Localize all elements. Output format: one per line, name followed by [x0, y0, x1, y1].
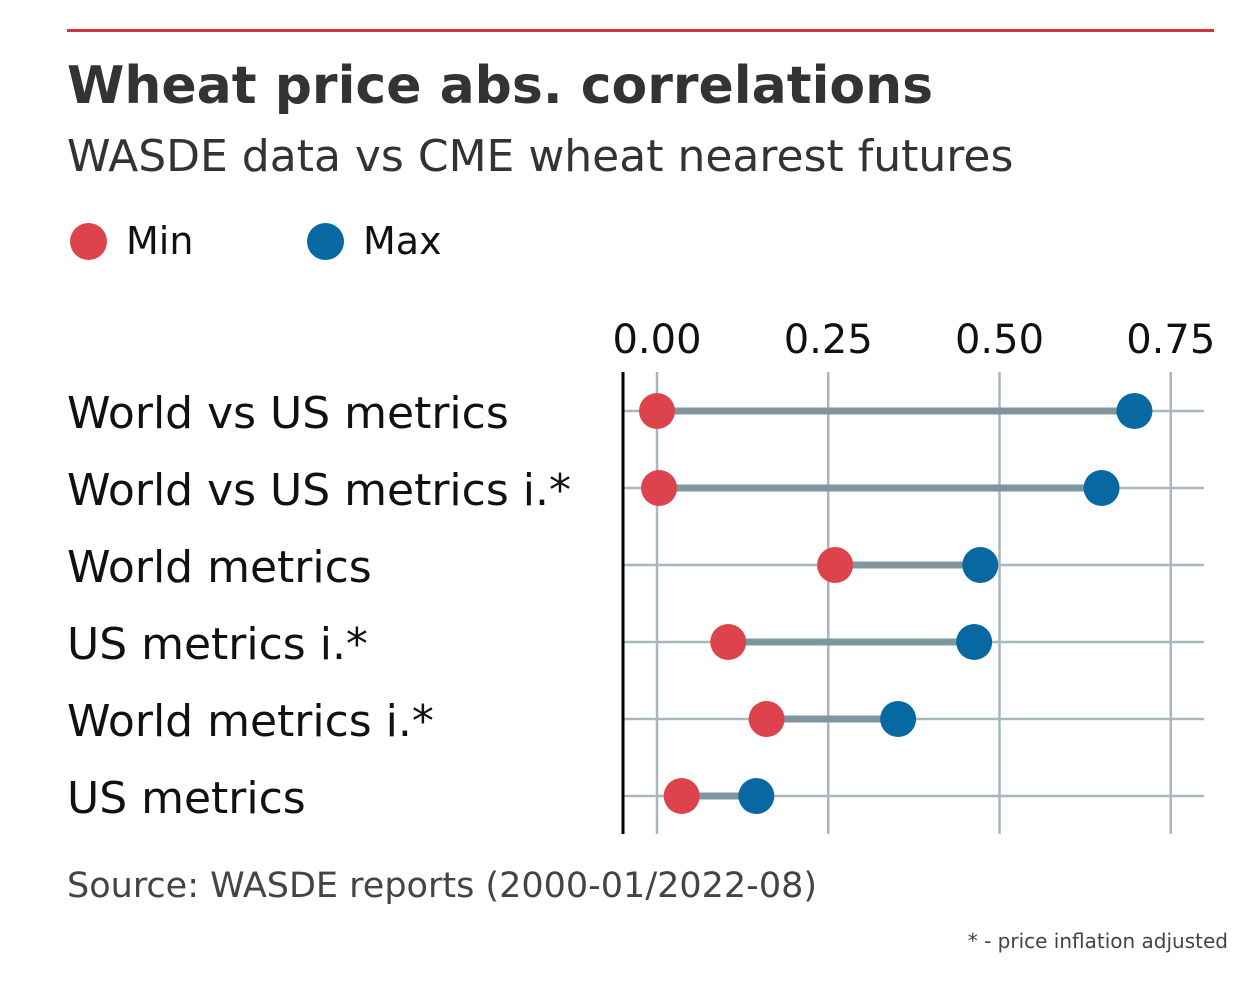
legend-item-max: Max — [307, 218, 442, 264]
category-label: World vs US metrics — [67, 388, 509, 439]
footnote: * - price inflation adjusted — [967, 929, 1228, 953]
min-point — [639, 393, 675, 429]
x-tick-label: 0.00 — [612, 317, 701, 363]
category-label: US metrics — [67, 773, 306, 824]
category-label: US metrics i.* — [67, 619, 368, 670]
min-point — [710, 624, 747, 660]
max-point — [956, 624, 993, 660]
x-tick-label: 0.75 — [1126, 317, 1215, 363]
legend-min-label: Min — [126, 219, 194, 263]
legend-max-label: Max — [363, 219, 442, 263]
top-accent-rule — [67, 29, 1214, 32]
legend-item-min: Min — [70, 218, 193, 264]
min-point — [663, 778, 700, 814]
legend-max-marker — [307, 222, 344, 260]
min-point — [748, 701, 785, 737]
source-note: Source: WASDE reports (2000-01/2022-08) — [67, 866, 818, 906]
max-point — [1083, 470, 1120, 506]
x-tick-label: 0.25 — [784, 317, 873, 363]
max-point — [1116, 393, 1153, 429]
min-point — [817, 547, 854, 583]
max-point — [962, 547, 999, 583]
chart-subtitle: WASDE data vs CME wheat nearest futures — [67, 131, 1014, 182]
x-tick-label: 0.50 — [955, 317, 1044, 363]
max-point — [880, 701, 917, 737]
chart-title: Wheat price abs. correlations — [67, 56, 934, 116]
legend-min-marker — [70, 222, 107, 260]
max-point — [738, 778, 775, 814]
category-label: World metrics i.* — [67, 696, 434, 747]
min-point — [641, 470, 678, 506]
category-label: World metrics — [67, 542, 372, 593]
category-label: World vs US metrics i.* — [67, 465, 571, 516]
